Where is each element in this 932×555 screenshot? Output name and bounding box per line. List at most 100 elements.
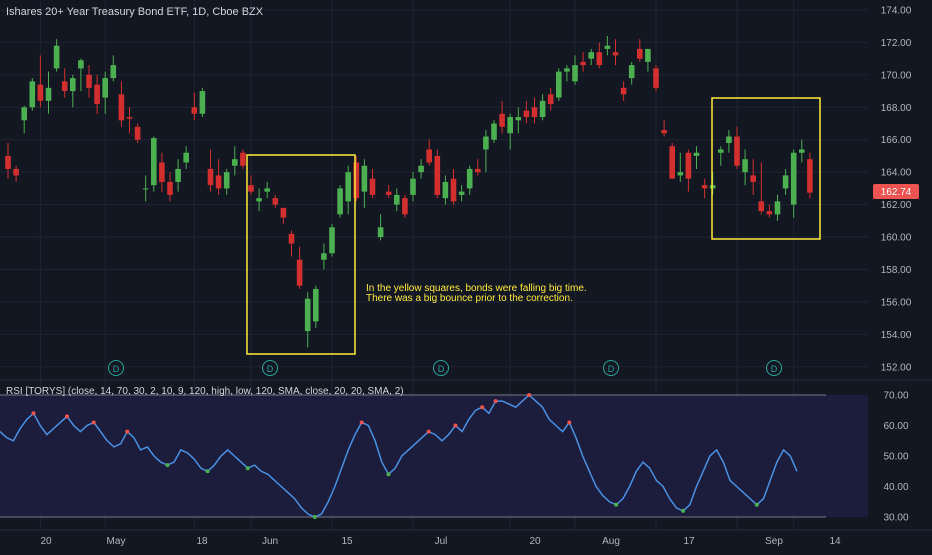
time-tick-label: Jun	[262, 536, 278, 547]
dividend-marker-circle	[262, 360, 278, 376]
candle-body	[21, 107, 27, 121]
candle-body	[434, 155, 441, 195]
time-axis[interactable]: 20 May 18 Jun 15 Jul 20 Aug 17 Sep 14	[0, 529, 932, 547]
candle-body	[29, 81, 36, 108]
candle-body	[183, 152, 189, 163]
rsi-pivot-high	[567, 420, 572, 425]
price-tick-label: 172.00	[881, 38, 912, 49]
rsi-pivot-low	[205, 469, 210, 474]
rsi-label: RSI [TORYS] (close, 14, 70, 30, 2, 10, 9…	[6, 386, 404, 397]
candle-body	[94, 84, 100, 105]
candle-body	[199, 91, 206, 114]
rsi-pane[interactable]	[0, 393, 868, 519]
dividend-marker-circle	[766, 360, 782, 376]
rsi-pivot-low	[312, 515, 317, 519]
time-tick-label: May	[107, 536, 126, 547]
rsi-tick-label: 30.00	[883, 513, 908, 524]
price-axis[interactable]: 152.00 154.00 156.00 158.00 160.00 162.00 164.…	[881, 6, 912, 374]
annotation-line-1: In the yellow squares, bonds were fallin…	[366, 283, 587, 294]
candle-body	[207, 168, 214, 186]
candle-body	[215, 175, 222, 189]
time-tick-label: 14	[829, 536, 841, 547]
rsi-tick-label: 60.00	[883, 421, 908, 432]
highlight-boxes	[246, 97, 821, 355]
candle-body	[280, 207, 287, 218]
candle-body	[361, 165, 368, 192]
candle-body	[377, 227, 384, 238]
candle-body	[240, 152, 246, 166]
candle-body	[701, 185, 708, 189]
price-tick-label: 162.00	[881, 200, 912, 211]
candle-body	[142, 188, 149, 190]
rsi-tick-label: 40.00	[883, 482, 908, 493]
candle-body	[612, 52, 619, 56]
candle-body	[653, 68, 659, 88]
candle-body	[410, 178, 416, 195]
rsi-pivot-low	[614, 502, 619, 507]
candle-body	[369, 178, 376, 195]
rsi-tick-label: 50.00	[883, 452, 908, 463]
rsi-pivot-high	[91, 420, 96, 425]
candle-body	[13, 168, 19, 176]
time-tick-label: 20	[529, 536, 541, 547]
rsi-pivot-low	[165, 463, 170, 468]
rsi-pivot-high	[125, 429, 130, 434]
rsi-band	[0, 395, 868, 517]
price-tick-label: 168.00	[881, 103, 912, 114]
rsi-pivot-high	[493, 399, 498, 404]
rsi-pivot-low	[245, 466, 250, 471]
candle-body	[126, 117, 133, 119]
candle-body	[5, 155, 11, 169]
candles[interactable]	[5, 35, 813, 348]
candle-body	[661, 130, 667, 134]
price-tick-label: 152.00	[881, 362, 912, 373]
candle-body	[167, 181, 173, 195]
price-tick-label: 154.00	[881, 330, 912, 341]
candle-body	[272, 198, 279, 205]
candle-body	[742, 159, 748, 173]
candle-body	[442, 181, 449, 199]
candle-body	[790, 152, 797, 205]
rsi-tick-label: 70.00	[883, 391, 908, 402]
dividend-marker-label: D	[438, 364, 445, 374]
rsi-line	[0, 393, 798, 518]
candle-body	[718, 149, 724, 153]
candle-body	[483, 136, 489, 150]
last-price-badge	[873, 184, 919, 199]
price-tick-label: 156.00	[881, 297, 912, 308]
time-tick-label: Sep	[765, 536, 783, 547]
candle-body	[637, 48, 643, 59]
candle-body	[264, 188, 270, 192]
candle-body	[426, 149, 432, 163]
time-tick-label: Jul	[435, 536, 448, 547]
rsi-pivot-high	[527, 393, 532, 397]
candle-body	[466, 168, 473, 189]
candle-body	[175, 168, 181, 182]
candle-body	[223, 172, 230, 189]
candle-body	[232, 159, 238, 166]
candle-body	[45, 87, 52, 101]
dividend-marker-label: D	[267, 364, 274, 374]
candle-body	[782, 175, 789, 189]
candle-body	[547, 94, 554, 105]
rsi-axis[interactable]: 30.00 40.00 50.00 60.00 70.00	[883, 391, 908, 524]
candle-body	[734, 136, 740, 166]
candle-body	[499, 113, 505, 127]
candle-body	[118, 94, 125, 121]
rsi-pivot-high	[480, 405, 485, 410]
time-tick-label: Aug	[602, 536, 620, 547]
candle-body	[596, 52, 603, 66]
price-tick-label: 164.00	[881, 168, 912, 179]
dividend-marker-label: D	[771, 364, 778, 374]
candle-body	[669, 146, 675, 179]
rsi-pivot-low	[754, 502, 759, 507]
candle-body	[102, 78, 108, 98]
candle-body	[475, 168, 481, 173]
last-price-label: 162.74	[881, 187, 912, 198]
candle-body	[556, 71, 562, 98]
candle-body	[750, 175, 756, 182]
candle-body	[402, 198, 408, 215]
candle-body	[151, 138, 157, 186]
